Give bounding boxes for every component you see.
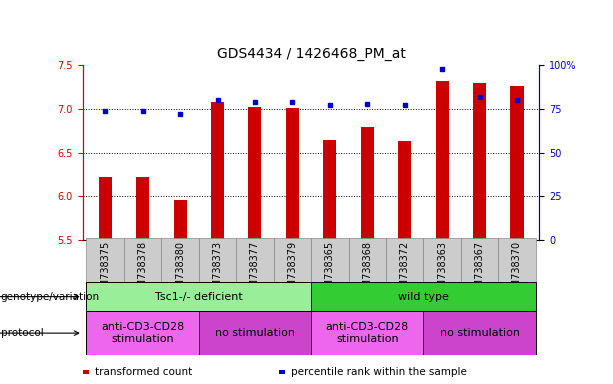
Bar — [199, 238, 236, 282]
Text: genotype/variation: genotype/variation — [1, 291, 100, 302]
Text: GSM738367: GSM738367 — [474, 241, 484, 300]
Text: GSM738377: GSM738377 — [250, 241, 260, 300]
Text: GSM738372: GSM738372 — [400, 241, 409, 300]
Text: percentile rank within the sample: percentile rank within the sample — [291, 367, 467, 377]
Bar — [211, 102, 224, 240]
Text: anti-CD3-CD28
stimulation: anti-CD3-CD28 stimulation — [326, 322, 409, 344]
Bar — [86, 311, 199, 355]
Bar — [311, 311, 424, 355]
Bar — [473, 83, 486, 240]
Text: no stimulation: no stimulation — [440, 328, 520, 338]
Bar — [161, 238, 199, 282]
Text: anti-CD3-CD28
stimulation: anti-CD3-CD28 stimulation — [101, 322, 185, 344]
Text: GSM738368: GSM738368 — [362, 241, 372, 300]
Bar — [398, 141, 411, 240]
Bar — [136, 177, 149, 240]
Bar — [173, 200, 186, 240]
Text: GSM738365: GSM738365 — [325, 241, 335, 300]
Bar — [86, 238, 124, 282]
Bar — [99, 177, 112, 240]
Text: no stimulation: no stimulation — [215, 328, 295, 338]
Bar — [248, 107, 262, 240]
Text: GSM738380: GSM738380 — [175, 241, 185, 300]
Bar — [311, 238, 349, 282]
Bar — [360, 127, 374, 240]
Bar — [311, 282, 536, 311]
Bar — [436, 81, 449, 240]
Bar — [349, 238, 386, 282]
Bar — [124, 238, 161, 282]
Bar — [323, 141, 337, 240]
Text: Tsc1-/- deficient: Tsc1-/- deficient — [155, 291, 243, 302]
Bar — [273, 238, 311, 282]
Bar — [199, 311, 311, 355]
Bar — [461, 238, 498, 282]
Bar — [236, 238, 273, 282]
Bar — [286, 108, 299, 240]
Bar — [424, 238, 461, 282]
Text: GSM738378: GSM738378 — [138, 241, 148, 300]
Bar — [511, 86, 524, 240]
Bar — [86, 282, 311, 311]
Text: GSM738370: GSM738370 — [512, 241, 522, 300]
Text: GSM738379: GSM738379 — [287, 241, 297, 300]
Text: transformed count: transformed count — [95, 367, 192, 377]
Text: GSM738373: GSM738373 — [213, 241, 223, 300]
Bar — [498, 238, 536, 282]
Bar — [424, 311, 536, 355]
Title: GDS4434 / 1426468_PM_at: GDS4434 / 1426468_PM_at — [216, 48, 406, 61]
Text: GSM738363: GSM738363 — [437, 241, 447, 300]
Text: protocol: protocol — [1, 328, 44, 338]
Text: GSM738375: GSM738375 — [100, 241, 110, 300]
Bar — [386, 238, 424, 282]
Text: wild type: wild type — [398, 291, 449, 302]
